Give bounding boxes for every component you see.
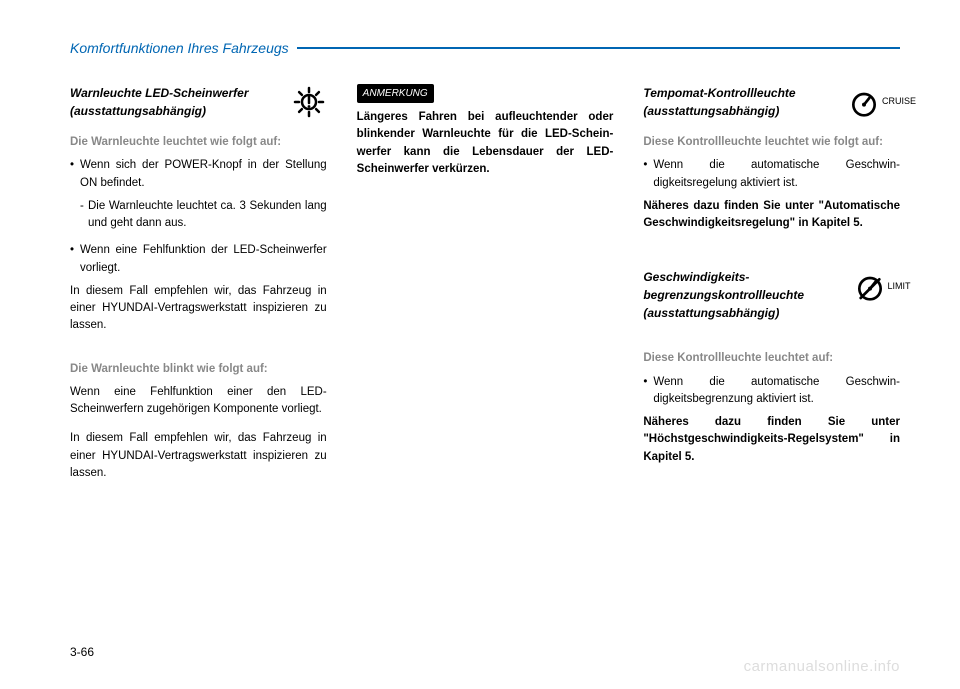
section-title-led: Warnleuchte LED-Scheinwerfer (ausstattun…	[70, 84, 327, 120]
section-title-limit: Geschwindigkeits­begrenzungskontroll­leu…	[643, 268, 900, 322]
bullet-dot: •	[70, 157, 80, 192]
paragraph-ref: Näheres dazu finden Sie unter "Höchstges…	[643, 414, 900, 466]
note-label: ANMERKUNG	[357, 84, 434, 103]
subheading-limit: Diese Kontrollleuchte leuchtet auf:	[643, 350, 900, 367]
bullet-text: Wenn eine Fehlfunktion der LED-Scheinwer…	[80, 242, 327, 277]
section-title-cruise: Tempomat-Kontrollleuchte (ausstattungsab…	[643, 84, 900, 120]
section-title-cruise-text: Tempomat-Kontrollleuchte (ausstattungsab…	[643, 84, 856, 120]
page-header: Komfortfunktionen Ihres Fahrzeugs	[70, 40, 900, 56]
subheading-led-on: Die Warnleuchte leuchtet wie folgt auf:	[70, 134, 327, 151]
column-2: ANMERKUNG Längeres Fahren bei auf­leucht…	[357, 84, 614, 494]
page-number: 3-66	[70, 645, 94, 659]
sub-bullet-item: - Die Warnleuchte leuchtet ca. 3 Sekunde…	[80, 198, 327, 233]
section-title-limit-text: Geschwindigkeits­begrenzungskontroll­leu…	[643, 268, 856, 322]
content-columns: Warnleuchte LED-Scheinwerfer (ausstattun…	[70, 84, 900, 494]
sub-bullet-dash: -	[80, 198, 88, 233]
bullet-dot: •	[70, 242, 80, 277]
bullet-text: Wenn sich der POWER-Knopf in der Stellun…	[80, 157, 327, 192]
limit-icon-label: LIMIT	[888, 280, 911, 294]
bullet-item: • Wenn die automatische Geschwin­digkeit…	[643, 374, 900, 409]
sub-bullet-text: Die Warnleuchte leuchtet ca. 3 Sekunden …	[88, 198, 327, 233]
section-title-led-text: Warnleuchte LED-Scheinwerfer (ausstattun…	[70, 84, 283, 120]
paragraph: In diesem Fall empfehlen wir, das Fahrze…	[70, 430, 327, 482]
paragraph: Wenn eine Fehlfunktion einer den LED-Sch…	[70, 384, 327, 419]
bullet-dot: •	[643, 374, 653, 409]
cruise-icon-label: CRUISE	[882, 95, 916, 109]
bullet-item: • Wenn sich der POWER-Knopf in der Stell…	[70, 157, 327, 192]
limit-icon: LIMIT	[864, 268, 900, 304]
header-rule	[297, 47, 900, 49]
bullet-text: Wenn die automatische Geschwin­digkeitsb…	[653, 374, 900, 409]
subheading-cruise: Diese Kontrollleuchte leuchtet wie folgt…	[643, 134, 900, 151]
bullet-text: Wenn die automatische Geschwin­digkeitsr…	[653, 157, 900, 192]
bullet-dot: •	[643, 157, 653, 192]
column-3: Tempomat-Kontrollleuchte (ausstattungsab…	[643, 84, 900, 494]
column-1: Warnleuchte LED-Scheinwerfer (ausstattun…	[70, 84, 327, 494]
bullet-item: • Wenn eine Fehlfunktion der LED-Scheinw…	[70, 242, 327, 277]
cruise-icon: CRUISE	[864, 84, 900, 120]
led-warning-icon	[291, 84, 327, 120]
subheading-led-blink: Die Warnleuchte blinkt wie folgt auf:	[70, 361, 327, 378]
note-text: Längeres Fahren bei auf­leuchtender oder…	[357, 109, 614, 178]
header-title: Komfortfunktionen Ihres Fahrzeugs	[70, 40, 297, 56]
paragraph: In diesem Fall empfehlen wir, das Fahrze…	[70, 283, 327, 335]
watermark: carmanualsonline.info	[744, 658, 900, 675]
paragraph-ref: Näheres dazu finden Sie unter "Automatis…	[643, 198, 900, 233]
bullet-item: • Wenn die automatische Geschwin­digkeit…	[643, 157, 900, 192]
